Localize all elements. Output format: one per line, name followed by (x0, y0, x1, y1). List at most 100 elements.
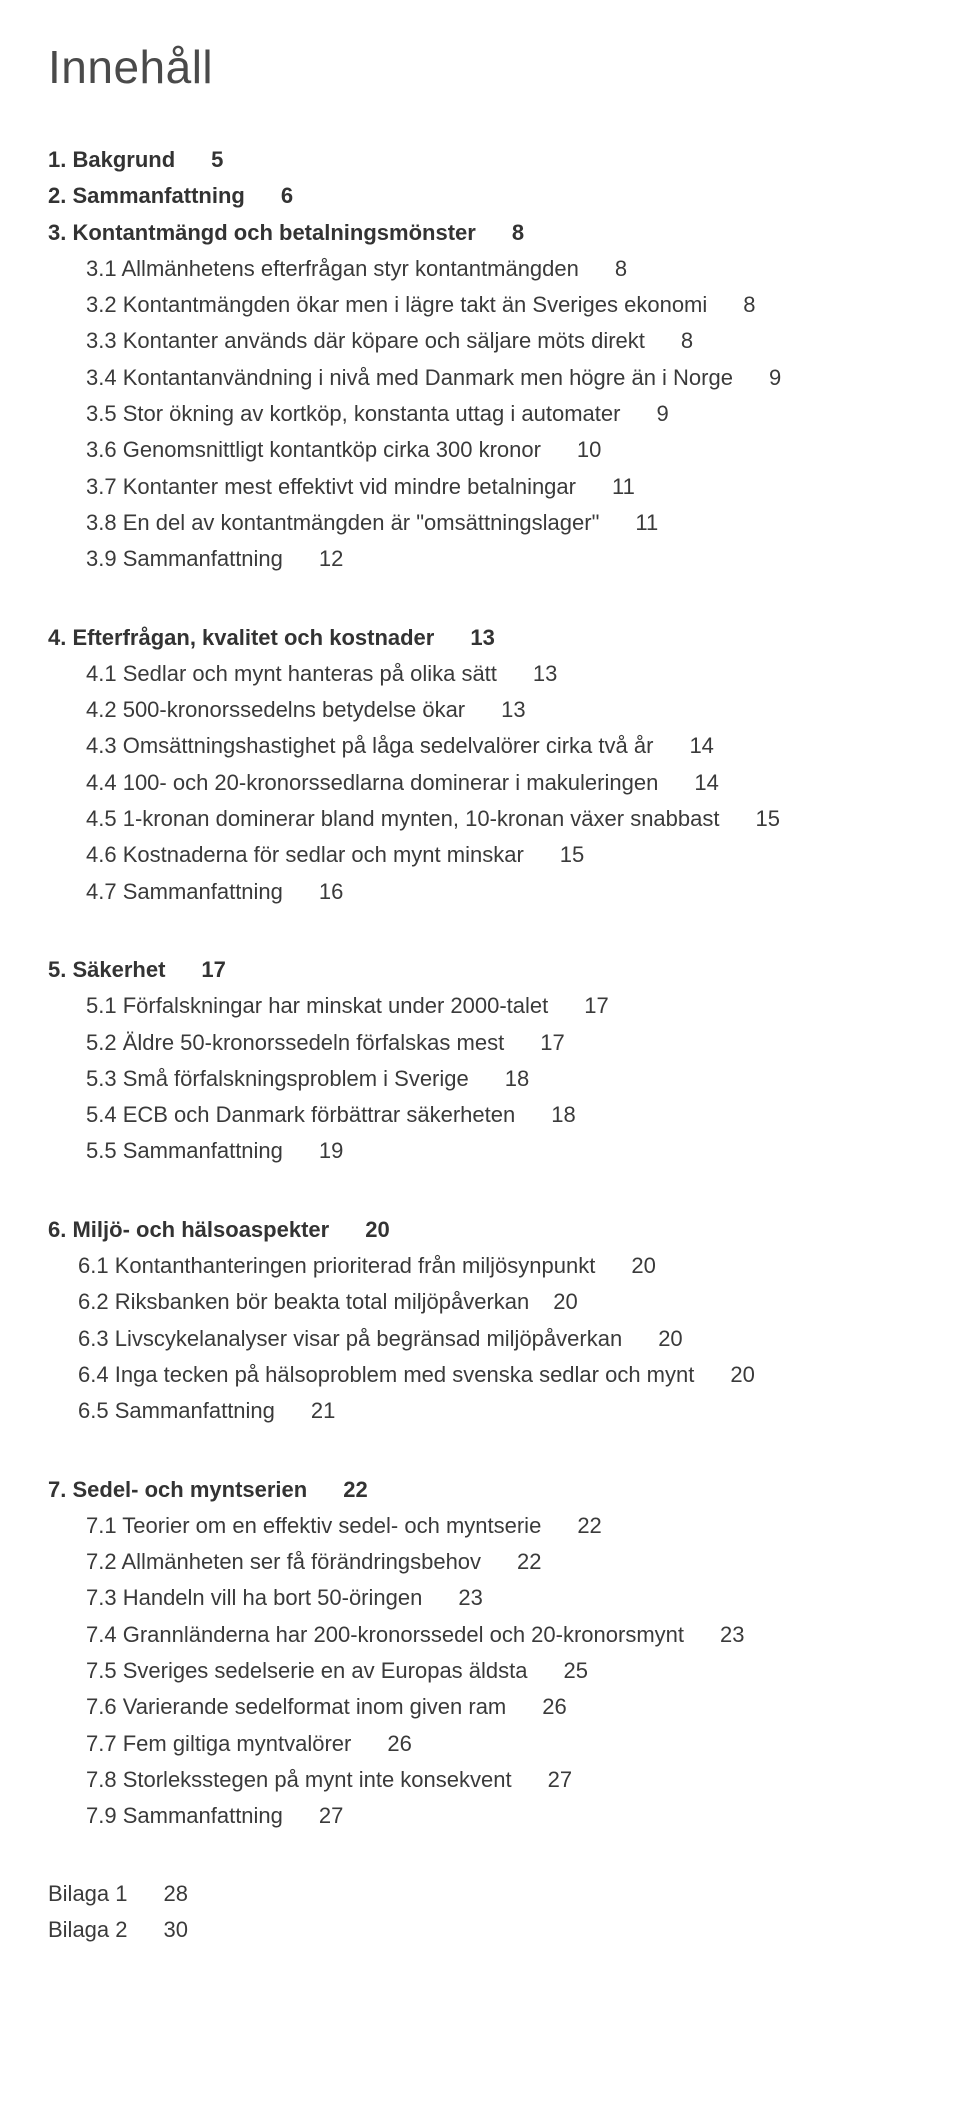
toc-entry-label: Genomsnittligt kontantköp cirka 300 kron… (117, 437, 541, 462)
toc-entry-label: Små förfalskningsproblem i Sverige (117, 1066, 469, 1091)
toc-heading: 7. Sedel- och myntserien22 (48, 1472, 912, 1508)
toc-entry-label: Sveriges sedelserie en av Europas äldsta (117, 1658, 528, 1683)
toc-entry-page: 16 (319, 879, 343, 904)
toc-entry-page: 14 (689, 733, 713, 758)
toc-entry-num: 5.1 (86, 993, 117, 1018)
toc-entry: 5.2 Äldre 50-kronorssedeln förfalskas me… (48, 1025, 912, 1061)
toc-entry-num: 3.8 (86, 510, 117, 535)
toc-heading-num: 6. (48, 1217, 66, 1242)
toc-heading-page: 20 (365, 1217, 389, 1242)
toc-entry: 5.4 ECB och Danmark förbättrar säkerhete… (48, 1097, 912, 1133)
toc-entry-label: Teorier om en effektiv sedel- och myntse… (117, 1513, 542, 1538)
toc-entry-label: Kontantmängden ökar men i lägre takt än … (117, 292, 708, 317)
toc-entry-num: 4.5 (86, 806, 117, 831)
toc-entry-page: 18 (551, 1102, 575, 1127)
toc-entry-label: Sammanfattning (117, 1803, 283, 1828)
toc-entry-num: 4.7 (86, 879, 117, 904)
toc-entry-page: 26 (387, 1731, 411, 1756)
toc-entry-num: 6.3 (78, 1326, 109, 1351)
toc-heading-label: Sammanfattning (66, 183, 244, 208)
toc-entry-num: 6.5 (78, 1398, 109, 1423)
toc-entry-page: 20 (553, 1289, 577, 1314)
toc-heading-label: Miljö- och hälsoaspekter (66, 1217, 329, 1242)
toc-entry-num: 7.1 (86, 1513, 117, 1538)
toc-entry: 6.2 Riksbanken bör beakta total miljöpåv… (48, 1284, 912, 1320)
toc-entry: 4.5 1-kronan dominerar bland mynten, 10-… (48, 801, 912, 837)
toc-entry: 3.7 Kontanter mest effektivt vid mindre … (48, 469, 912, 505)
toc-entry-num: 6.1 (78, 1253, 109, 1278)
toc-entry-num: 7.3 (86, 1585, 117, 1610)
toc-entry-label: Storleksstegen på mynt inte konsekvent (117, 1767, 512, 1792)
toc-entry: 4.2 500-kronorssedelns betydelse ökar 13 (48, 692, 912, 728)
toc-heading-page: 17 (201, 957, 225, 982)
toc-entry-label: Stor ökning av kortköp, konstanta uttag … (117, 401, 621, 426)
toc-entry-label: Omsättningshastighet på låga sedelvalöre… (117, 733, 654, 758)
toc-entry-page: 22 (577, 1513, 601, 1538)
toc-entry-num: 3.1 (86, 256, 117, 281)
toc-entry-page: 17 (584, 993, 608, 1018)
toc-entry-label: Kontantanvändning i nivå med Danmark men… (117, 365, 733, 390)
toc-entry-num: 7.9 (86, 1803, 117, 1828)
toc-heading: 6. Miljö- och hälsoaspekter 20 (48, 1212, 912, 1248)
toc-heading-num: 3. (48, 220, 66, 245)
toc-entry: 7.4 Grannländerna har 200-kronorssedel o… (48, 1617, 912, 1653)
toc-entry: 3.2 Kontantmängden ökar men i lägre takt… (48, 287, 912, 323)
page-title: Innehåll (48, 40, 912, 94)
toc-heading-num: 5. (48, 957, 66, 982)
toc-entry-num: 5.5 (86, 1138, 117, 1163)
toc-heading-page: 13 (470, 625, 494, 650)
toc-entry-page: 15 (560, 842, 584, 867)
toc-entry-label: 500-kronorssedelns betydelse ökar (117, 697, 466, 722)
toc-entry-num: 4.1 (86, 661, 117, 686)
toc-entry: 5.5 Sammanfattning19 (48, 1133, 912, 1169)
toc-entry-num: 4.2 (86, 697, 117, 722)
toc-entry: 4.3 Omsättningshastighet på låga sedelva… (48, 728, 912, 764)
toc-entry-num: 5.3 (86, 1066, 117, 1091)
toc-heading-num: 1. (48, 147, 66, 172)
toc-heading-label: Säkerhet (66, 957, 165, 982)
toc-heading: 1. Bakgrund5 (48, 142, 912, 178)
toc-entry-num: 3.5 (86, 401, 117, 426)
toc-entry-page: 8 (681, 328, 693, 353)
toc-entry-page: 8 (743, 292, 755, 317)
toc-entry-num: 7.8 (86, 1767, 117, 1792)
toc-entry-page: 20 (730, 1362, 754, 1387)
toc-heading-label: Kontantmängd och betalningsmönster (66, 220, 475, 245)
toc-heading: 5. Säkerhet 17 (48, 952, 912, 988)
toc-heading-page: 8 (512, 220, 524, 245)
toc-entry: 3.8 En del av kontantmängden är "omsättn… (48, 505, 912, 541)
toc-entry-num: 3.3 (86, 328, 117, 353)
toc-entry-label: Livscykelanalyser visar på begränsad mil… (109, 1326, 623, 1351)
toc-entry-page: 11 (635, 510, 658, 535)
toc-entry-page: 20 (631, 1253, 655, 1278)
toc-entry-num: 4.3 (86, 733, 117, 758)
toc-heading-label: Efterfrågan, kvalitet och kostnader (66, 625, 434, 650)
toc-entry-page: 15 (756, 806, 780, 831)
toc-entry-label: Riksbanken bör beakta total miljöpåverka… (109, 1289, 530, 1314)
toc-entry-page: 13 (501, 697, 525, 722)
toc-entry: 7.6 Varierande sedelformat inom given ra… (48, 1689, 912, 1725)
toc-entry-label: Varierande sedelformat inom given ram (117, 1694, 507, 1719)
toc-entry-label: Allmänheten ser få förändringsbehov (117, 1549, 481, 1574)
toc-entry-page: 20 (658, 1326, 682, 1351)
toc-entry: 7.1 Teorier om en effektiv sedel- och my… (48, 1508, 912, 1544)
toc-entry-page: 9 (656, 401, 668, 426)
toc-entry: 3.4 Kontantanvändning i nivå med Danmark… (48, 360, 912, 396)
toc-entry-page: 19 (319, 1138, 343, 1163)
toc-entry-label: ECB och Danmark förbättrar säkerheten (117, 1102, 516, 1127)
toc-entry-label: Sedlar och mynt hanteras på olika sätt (117, 661, 497, 686)
toc-entry-label: Handeln vill ha bort 50-öringen (117, 1585, 423, 1610)
toc-entry: 6.4 Inga tecken på hälsoproblem med sven… (48, 1357, 912, 1393)
toc-entry-page: 25 (564, 1658, 588, 1683)
toc-entry: 3.3 Kontanter används där köpare och säl… (48, 323, 912, 359)
toc-entry-num: 7.7 (86, 1731, 117, 1756)
toc-entry: 6.1 Kontanthanteringen prioriterad från … (48, 1248, 912, 1284)
toc-entry-page: 12 (319, 546, 343, 571)
toc-entry: 7.7 Fem giltiga myntvalörer26 (48, 1726, 912, 1762)
toc-entry-num: 3.4 (86, 365, 117, 390)
toc-entry-num: 3.9 (86, 546, 117, 571)
toc-entry-num: 4.6 (86, 842, 117, 867)
toc-entry: 7.5 Sveriges sedelserie en av Europas äl… (48, 1653, 912, 1689)
toc-entry-page: 10 (577, 437, 601, 462)
toc-entry: 7.9 Sammanfattning27 (48, 1798, 912, 1834)
